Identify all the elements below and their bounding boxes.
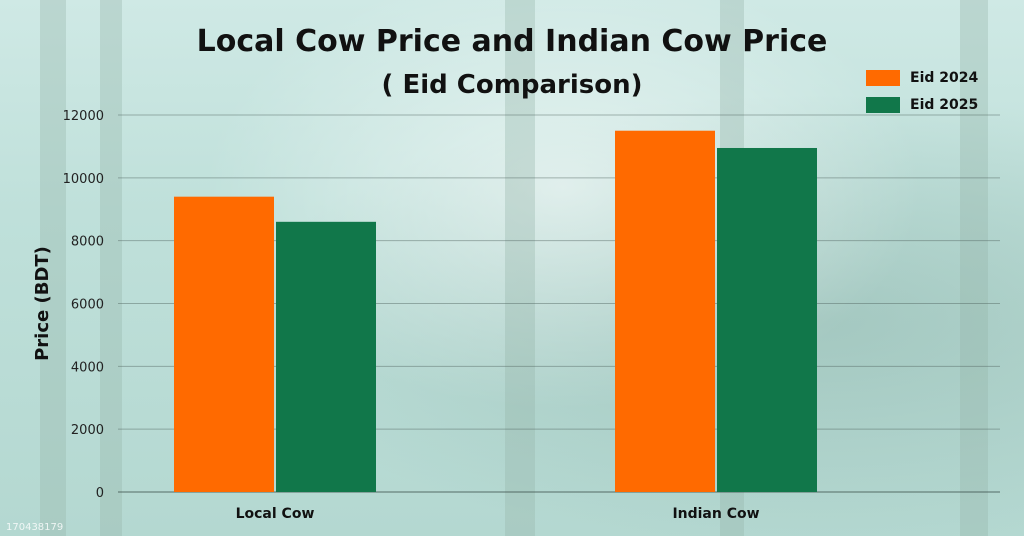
bar-indian-cow-eid-2024 bbox=[615, 130, 715, 493]
legend-item-eid-2024: Eid 2024 bbox=[866, 70, 978, 86]
y-tick-label: 12000 bbox=[63, 109, 104, 124]
legend-swatch bbox=[866, 97, 900, 113]
y-tick-label: 10000 bbox=[63, 172, 104, 187]
y-tick-label: 4000 bbox=[71, 360, 104, 375]
background-post bbox=[960, 0, 988, 536]
y-tick-label: 8000 bbox=[71, 235, 104, 250]
chart-subtitle: ( Eid Comparison) bbox=[381, 70, 643, 100]
background-post bbox=[100, 0, 122, 536]
y-tick-label: 2000 bbox=[71, 423, 104, 438]
chart-title: Local Cow Price and Indian Cow Price bbox=[196, 24, 828, 59]
watermark: 170438179 bbox=[6, 522, 64, 533]
legend-label: Eid 2025 bbox=[910, 97, 979, 113]
bar-local-cow-eid-2025 bbox=[276, 221, 376, 493]
bar-local-cow-eid-2024 bbox=[174, 196, 274, 492]
x-category-label: Indian Cow bbox=[672, 506, 759, 522]
legend-label: Eid 2024 bbox=[910, 70, 979, 86]
background-post bbox=[505, 0, 535, 536]
y-tick-label: 6000 bbox=[71, 298, 104, 313]
legend-swatch bbox=[866, 70, 900, 86]
bar-indian-cow-eid-2025 bbox=[717, 147, 817, 493]
y-tick-label: 0 bbox=[96, 486, 104, 501]
background-post bbox=[40, 0, 66, 536]
y-axis-label: Price (BDT) bbox=[32, 246, 53, 361]
legend-item-eid-2025: Eid 2025 bbox=[866, 97, 978, 113]
x-category-label: Local Cow bbox=[236, 506, 315, 522]
